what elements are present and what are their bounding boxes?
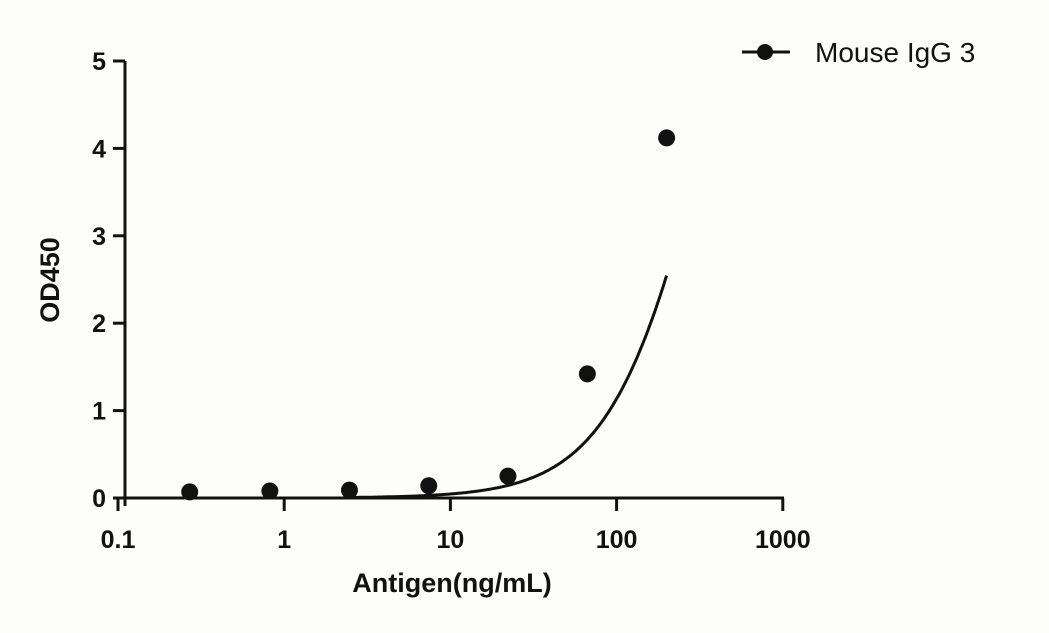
legend-marker-icon [757,44,773,60]
x-tick-label: 1 [277,526,291,554]
y-tick-label: 4 [92,135,106,163]
x-tick-label: 10 [436,526,464,554]
y-tick-label: 3 [92,223,106,251]
data-points [181,129,676,501]
legend: Mouse IgG 3 [742,37,975,68]
x-tick-label: 0.1 [101,526,136,554]
x-ticks: 0.1 1 10 100 1000 [101,498,811,554]
y-tick-label: 0 [92,485,106,513]
data-point [261,482,279,500]
legend-label: Mouse IgG 3 [815,37,975,68]
x-tick-label: 100 [596,526,638,554]
x-tick-label: 1000 [755,526,811,554]
data-point [181,483,199,501]
y-axis-title: OD450 [35,237,65,323]
x-axis-title: Antigen(ng/mL) [352,568,551,598]
data-point [499,467,517,485]
y-tick-label: 1 [92,398,106,426]
fit-curve [350,275,669,499]
data-point [420,477,438,495]
y-tick-label: 2 [92,310,106,338]
y-tick-label: 5 [92,48,106,76]
data-point [340,481,358,499]
y-ticks: 0 1 2 3 4 5 [92,48,125,513]
data-point [578,365,596,383]
data-point [658,129,676,147]
